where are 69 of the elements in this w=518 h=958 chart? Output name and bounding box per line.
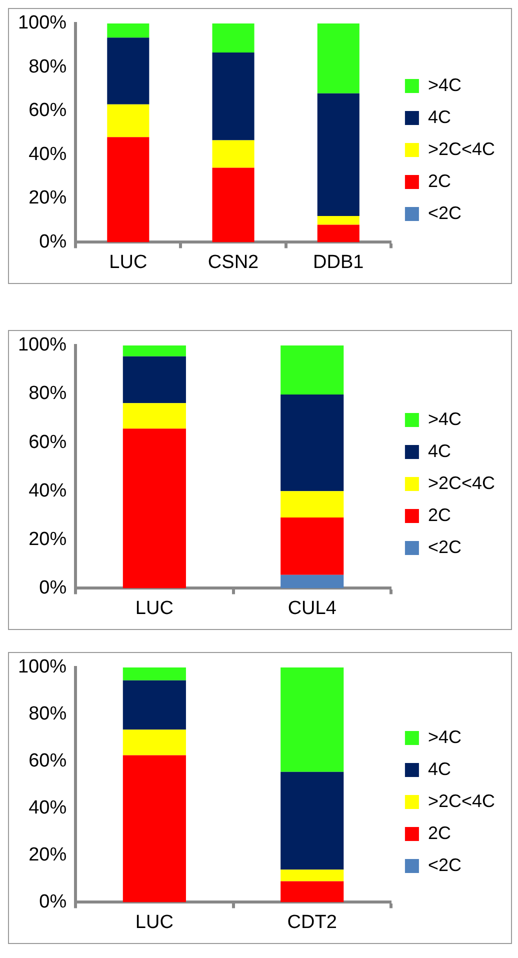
bar [317,93,360,216]
bar [280,574,344,588]
bar [107,137,150,242]
bar [107,23,150,38]
x-tick-label: CUL4 [288,598,337,619]
y-tick-label: 60% [28,100,67,122]
bar [280,394,344,492]
legend-label: >2C<4C [428,790,496,811]
bar [122,730,186,756]
x-tick-label: LUC [135,598,174,619]
y-tick-label: 80% [28,383,67,404]
legend-label: >4C [428,74,462,95]
y-tick-label: 40% [28,798,67,819]
y-tick-label: 40% [28,144,67,165]
bar [280,772,344,870]
y-tick-label: 100% [18,656,67,678]
bar [280,518,344,575]
bar [122,680,186,730]
y-tick-label: 60% [28,432,67,453]
bar [122,428,186,588]
legend-label: 2C [428,170,451,191]
bar [122,345,186,356]
bar [280,345,344,394]
legend-label: 2C [428,822,451,843]
x-tick-label: LUC [135,912,174,933]
bar [107,38,150,104]
y-tick-label: 20% [28,528,67,550]
legend-label: >2C<4C [428,138,496,159]
legend-label: <2C [428,854,462,875]
bar [317,216,360,225]
bar [212,23,254,52]
y-tick-label: 80% [28,56,67,78]
y-tick-label: 80% [28,704,67,725]
legend-label: <2C [428,202,462,223]
y-tick-label: 0% [39,231,67,252]
y-tick-label: 20% [28,844,67,866]
bar [122,667,186,680]
bar [212,168,254,242]
x-tick-label: CDT2 [287,912,337,933]
x-tick-label: DDB1 [313,252,364,273]
legend-label: 4C [428,106,451,127]
bar [280,491,344,518]
bar [280,667,344,772]
bar [212,140,254,168]
x-tick-label: CSN2 [208,252,259,273]
y-tick-label: 100% [18,334,67,356]
bar [280,881,344,902]
bar [317,23,360,94]
bar [122,356,186,404]
y-tick-label: 100% [18,12,67,34]
bar [122,755,186,902]
legend-label: 2C [428,504,451,525]
y-tick-label: 60% [28,750,67,772]
legend-label: 4C [428,758,451,779]
y-tick-label: 0% [39,891,67,912]
bar [122,403,186,429]
legend-label: >2C<4C [428,472,496,493]
legend-label: <2C [428,536,462,557]
bar [280,870,344,882]
legend-label: 4C [428,440,451,461]
bar [212,52,254,140]
bar [107,104,150,138]
x-tick-label: LUC [109,252,148,273]
y-tick-label: 40% [28,480,67,502]
bar [317,224,360,242]
legend-label: >4C [428,726,462,747]
legend-label: >4C [428,408,462,429]
y-tick-label: 20% [28,188,67,209]
y-tick-label: 0% [39,577,67,598]
